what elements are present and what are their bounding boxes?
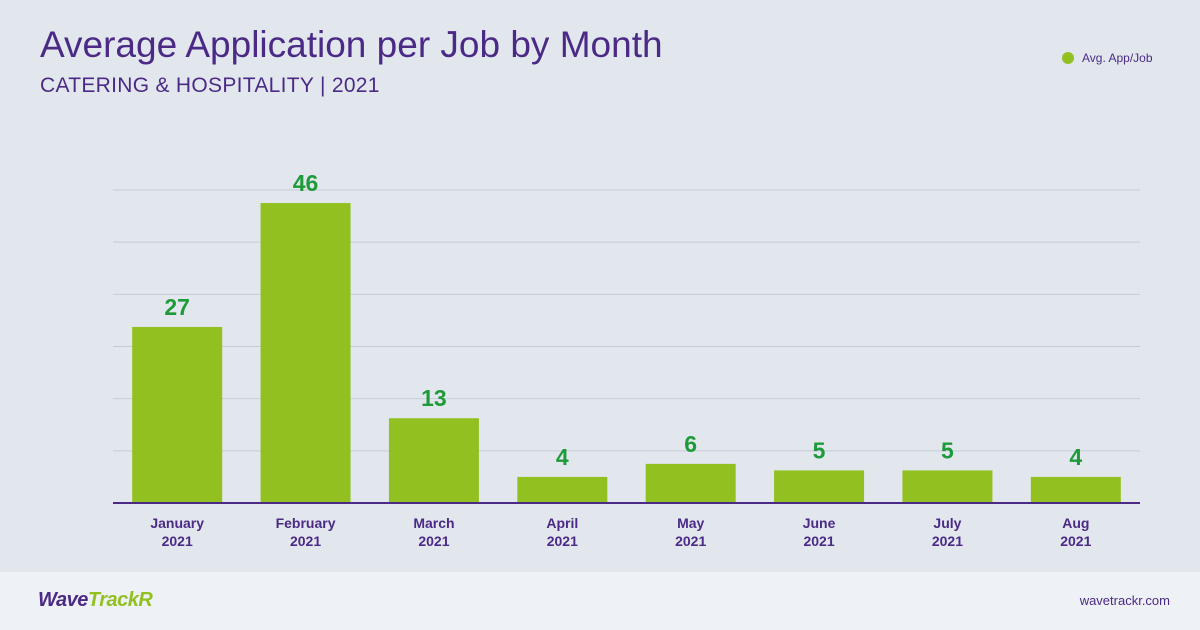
- legend-swatch: [1062, 52, 1074, 64]
- footer: WaveTrackR wavetrackr.com: [0, 572, 1200, 630]
- data-label-aug: 4: [1069, 444, 1082, 470]
- data-label-march: 13: [421, 385, 447, 411]
- x-tick-year-april: 2021: [547, 533, 578, 549]
- bar-aug: [1030, 476, 1121, 503]
- x-tick-year-june: 2021: [803, 533, 834, 549]
- site-url: wavetrackr.com: [1079, 593, 1170, 608]
- bar-july: [902, 470, 993, 503]
- x-tick-year-march: 2021: [418, 533, 449, 549]
- x-tick-label-june: June: [803, 515, 836, 531]
- wavetrackr-logo: WaveTrackR: [38, 589, 153, 612]
- data-label-july: 5: [941, 437, 954, 463]
- data-label-february: 46: [293, 170, 319, 196]
- x-tick-year-january: 2021: [162, 533, 193, 549]
- chart-subtitle: CATERING & HOSPITALITY | 2021: [40, 74, 380, 97]
- x-tick-label-january: January: [150, 515, 204, 531]
- chart-title: Average Application per Job by Month: [40, 24, 663, 65]
- x-tick-year-february: 2021: [290, 533, 321, 549]
- bar-february: [260, 203, 351, 503]
- data-label-april: 4: [556, 444, 569, 470]
- legend: Avg. App/Job: [1062, 51, 1153, 65]
- logo-text-trackr: TrackR: [87, 589, 153, 611]
- x-tick-year-may: 2021: [675, 533, 706, 549]
- bar-april: [517, 476, 608, 503]
- bar-may: [645, 463, 736, 503]
- x-tick-label-aug: Aug: [1062, 515, 1089, 531]
- bar-march: [388, 418, 479, 503]
- data-label-may: 6: [684, 431, 697, 457]
- x-tick-label-march: March: [413, 515, 454, 531]
- logo-text-wave: Wave: [38, 589, 88, 611]
- data-label-june: 5: [813, 437, 826, 463]
- bar-chart: 27January202146February202113March20214A…: [113, 170, 1140, 549]
- legend-label: Avg. App/Job: [1082, 51, 1153, 65]
- x-tick-label-july: July: [933, 515, 961, 531]
- x-tick-year-aug: 2021: [1060, 533, 1091, 549]
- x-tick-label-april: April: [546, 515, 578, 531]
- bar-january: [132, 326, 223, 503]
- x-tick-label-may: May: [677, 515, 704, 531]
- x-tick-label-february: February: [276, 515, 336, 531]
- data-label-january: 27: [164, 294, 190, 320]
- x-tick-year-july: 2021: [932, 533, 963, 549]
- bar-june: [774, 470, 865, 503]
